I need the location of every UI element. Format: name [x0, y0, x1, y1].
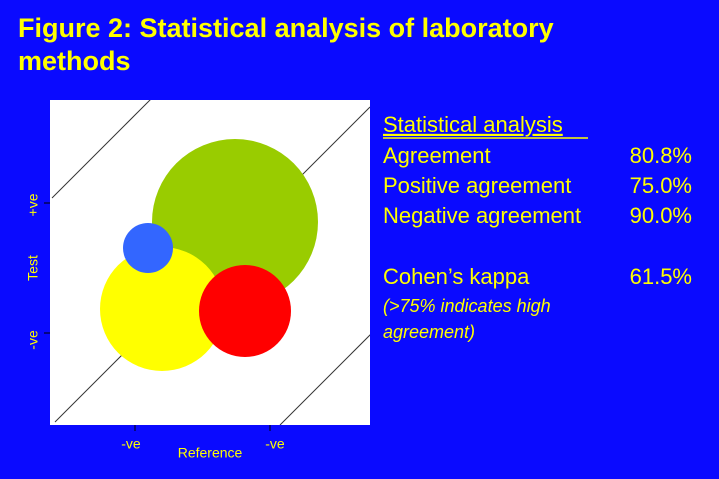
stat-value: 80.8% [630, 143, 692, 168]
stat-label: Cohen’s kappa [383, 264, 530, 289]
y-tick-label: -ve [25, 330, 41, 350]
note-line: agreement) [383, 322, 475, 342]
note-line: (>75% indicates high [383, 296, 551, 316]
x-axis-label: Reference [178, 445, 243, 461]
y-tick-label: +ve [25, 193, 41, 216]
stat-label: Positive agreement [383, 173, 571, 198]
stat-value: 90.0% [630, 203, 692, 228]
y-axis-label: Test [25, 255, 41, 281]
circle-yellow [100, 247, 224, 371]
stats-heading: Statistical analysis [383, 112, 563, 137]
title-line: methods [18, 46, 131, 76]
stats-rows: Agreement 80.8% Positive agreement 75.0% Neg… [383, 143, 692, 289]
x-tick-label: -ve [265, 436, 285, 452]
stat-label: Agreement [383, 143, 491, 168]
circle-blue [123, 223, 173, 273]
stat-value: 61.5% [630, 264, 692, 289]
stat-label: Negative agreement [383, 203, 581, 228]
title-line: Figure 2: Statistical analysis of labora… [18, 13, 554, 43]
circle-red [199, 265, 291, 357]
x-tick-label: -ve [121, 436, 141, 452]
diagonal-line [51, 100, 151, 199]
diagonal-line [279, 334, 370, 425]
stat-value: 75.0% [630, 173, 692, 198]
